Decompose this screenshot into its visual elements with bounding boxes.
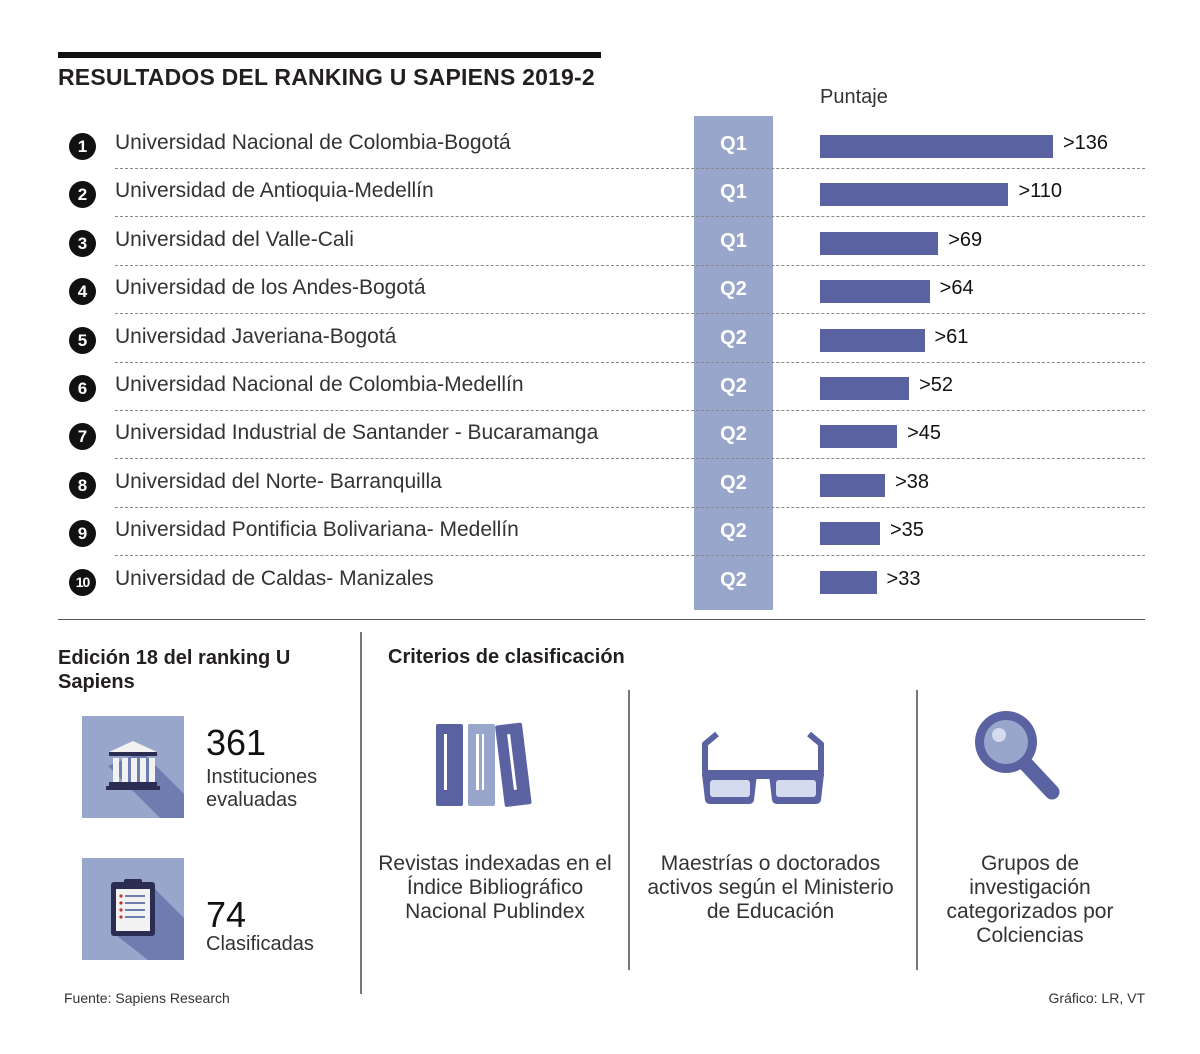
edition-title: Edición 18 del ranking U Sapiens xyxy=(58,647,291,693)
source-note: Fuente: Sapiens Research xyxy=(64,990,230,1006)
classified-count: 74 xyxy=(206,894,247,935)
score-label: >38 xyxy=(895,470,930,493)
clipboard-icon xyxy=(111,879,184,960)
quartile-label: Q1 xyxy=(720,133,747,155)
score-bar xyxy=(820,135,1053,158)
score-bar xyxy=(820,377,910,400)
score-label: >52 xyxy=(919,374,954,396)
ranking-chart: 1 Universidad Nacional de Colombia-Bogotá… xyxy=(0,121,1200,610)
score-bar xyxy=(820,522,880,546)
score-bar xyxy=(820,425,898,449)
university-name: Universidad Nacional de Colombia-Bogotá xyxy=(115,131,511,154)
ranking-row: 2 Universidad de Antioquia-Medellín Q1 >110 xyxy=(0,169,1200,218)
university-name: Universidad de los Andes-Bogotá xyxy=(115,276,426,300)
rank-badge: 3 xyxy=(69,229,96,257)
university-name: Universidad de Caldas- Manizales xyxy=(115,566,434,590)
score-bar xyxy=(820,570,877,594)
score-bar xyxy=(820,280,930,304)
university-name: Universidad Javeriana-Bogotá xyxy=(115,324,397,348)
score-label: >64 xyxy=(939,277,974,300)
institutions-label: Instituciones evaluadas xyxy=(206,766,318,811)
quartile-label: Q2 xyxy=(720,568,747,591)
classified-label: Clasificadas xyxy=(206,933,314,955)
criteria-text-ministerio: Maestrías o doctorados activos según el … xyxy=(647,852,894,923)
university-name: Universidad de Antioquia-Medellín xyxy=(115,179,434,203)
ranking-row: 9 Universidad Pontificia Bolivariana- Med… xyxy=(0,508,1200,557)
row-separator xyxy=(115,264,1145,266)
quartile-label: Q1 xyxy=(720,181,747,204)
score-label: >35 xyxy=(889,519,924,542)
score-label: >45 xyxy=(907,422,942,445)
ranking-row: 6 Universidad Nacional de Colombia-Medell… xyxy=(0,363,1200,411)
quartile-label: Q2 xyxy=(720,520,747,543)
score-label: >33 xyxy=(886,567,921,590)
score-label: >61 xyxy=(934,325,969,348)
rank-badge: 2 xyxy=(69,181,96,209)
rank-badge: 5 xyxy=(69,326,96,354)
institution-tile xyxy=(82,716,184,818)
ranking-row: 4 Universidad de los Andes-Bogotá Q2 >64 xyxy=(0,266,1200,315)
university-name: Universidad Nacional de Colombia-Medellí… xyxy=(115,373,524,396)
column-divider xyxy=(360,632,362,994)
section-divider xyxy=(58,619,1145,620)
row-separator xyxy=(115,361,1145,363)
ranking-row: 5 Universidad Javeriana-Bogotá Q2 >61 xyxy=(0,315,1200,363)
row-separator xyxy=(115,458,1145,460)
ranking-row: 10 Universidad de Caldas- Manizales Q2 >33 xyxy=(0,557,1200,605)
quartile-label: Q2 xyxy=(720,423,747,446)
ranking-row: 7 Universidad Industrial de Santander - B… xyxy=(0,411,1200,460)
rank-badge: 9 xyxy=(69,520,96,548)
ranking-row: 8 Universidad del Norte- Barranquilla Q2 >3… xyxy=(0,460,1200,508)
score-label: >136 xyxy=(1063,132,1109,154)
row-separator xyxy=(115,168,1145,169)
rank-badge: 4 xyxy=(69,278,96,306)
quartile-label: Q2 xyxy=(720,375,747,397)
criteria-title: Criterios de clasificación xyxy=(388,646,625,668)
row-separator xyxy=(115,410,1145,411)
score-bar xyxy=(820,328,925,352)
university-name: Universidad del Valle-Cali xyxy=(115,227,354,251)
page-title: RESULTADOS DEL RANKING U SAPIENS 2019-2 xyxy=(58,64,595,90)
ranking-row: 1 Universidad Nacional de Colombia-Bogotá… xyxy=(0,121,1200,169)
quartile-label: Q1 xyxy=(720,229,747,252)
criteria-divider-1 xyxy=(628,690,630,970)
row-separator xyxy=(115,555,1145,557)
criteria-text-colciencias: Grupos de investigación categorizados po… xyxy=(946,852,1114,947)
quartile-label: Q2 xyxy=(720,278,747,301)
university-name: Universidad Industrial de Santander - Bu… xyxy=(115,421,599,445)
criteria-divider-2 xyxy=(916,690,918,970)
ranking-row: 3 Universidad del Valle-Cali Q1 >69 xyxy=(0,218,1200,266)
books-icon xyxy=(436,722,532,807)
row-separator xyxy=(115,313,1145,315)
score-label: >69 xyxy=(948,228,983,251)
institution-building-icon xyxy=(106,741,184,818)
puntaje-axis-label: Puntaje xyxy=(820,86,888,108)
row-separator xyxy=(115,506,1145,508)
quartile-label: Q2 xyxy=(720,326,747,349)
university-name: Universidad del Norte- Barranquilla xyxy=(115,469,442,493)
row-separator xyxy=(115,216,1145,218)
rank-badge: 8 xyxy=(69,471,96,499)
classified-tile xyxy=(82,858,184,960)
quartile-label: Q2 xyxy=(720,471,747,494)
rank-badge: 6 xyxy=(69,375,96,402)
score-bar xyxy=(820,231,939,255)
score-bar xyxy=(820,473,886,497)
rank-badge: 7 xyxy=(69,423,96,451)
rank-badge: 1 xyxy=(69,133,96,160)
rank-badge: 10 xyxy=(69,568,96,596)
score-bar xyxy=(820,183,1009,207)
criteria-text-publindex: Revistas indexadas en el Índice Bibliogr… xyxy=(378,852,612,923)
score-label: >110 xyxy=(1018,180,1063,203)
credit-note: Gráfico: LR, VT xyxy=(1048,990,1145,1006)
glasses-icon xyxy=(702,731,824,804)
university-name: Universidad Pontificia Bolivariana- Mede… xyxy=(115,518,519,542)
title-rule xyxy=(58,52,601,58)
magnifier-icon xyxy=(975,711,1060,800)
institutions-count: 361 xyxy=(206,722,267,763)
quartile-column xyxy=(694,116,773,610)
